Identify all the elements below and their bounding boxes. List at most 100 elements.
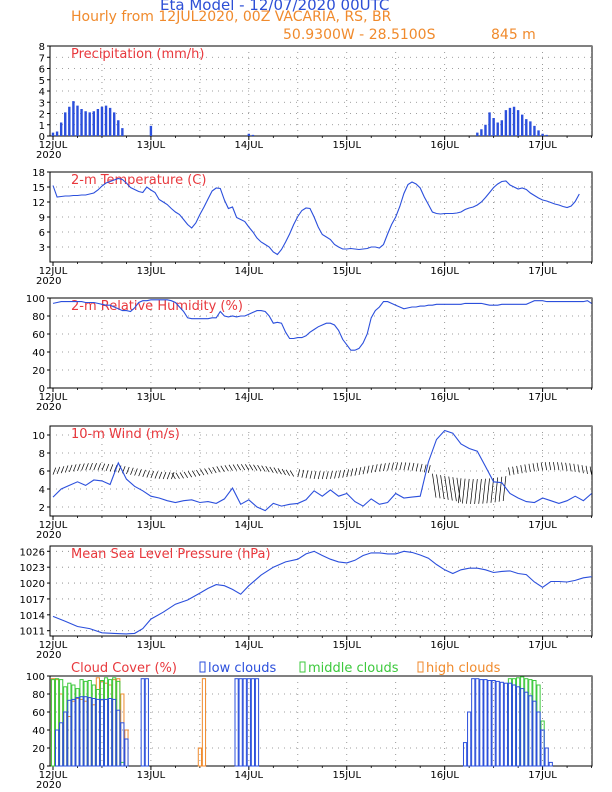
precip-bar [121, 128, 124, 136]
cloud-low-bar [59, 722, 64, 767]
precip-bar [504, 110, 508, 136]
wind-barb [158, 471, 163, 479]
mslp-xtick-label: 12JUL [39, 640, 68, 651]
wind-barb [162, 471, 167, 480]
rh-ytick-label: 0 [39, 384, 45, 395]
wind-barb [85, 463, 89, 471]
legend-swatch [199, 661, 206, 673]
wind-xtick-label: 17JUL [528, 520, 557, 531]
precip-ytick-label: 0 [39, 132, 45, 143]
wind-barb [569, 463, 572, 472]
precip-bar [76, 105, 79, 136]
wind-barb [150, 470, 155, 479]
wind-barb [470, 479, 474, 504]
rh-xtick-label: 13JUL [137, 392, 166, 403]
wind-barb [105, 463, 110, 472]
wind-barbs [52, 462, 592, 504]
wind-barb [498, 476, 503, 502]
precip-bar [88, 112, 91, 136]
wind-barb [269, 466, 274, 473]
cloud-low-bar [63, 711, 68, 767]
wind-barb [462, 478, 466, 504]
wind-barb [228, 464, 233, 471]
wind-barb [350, 468, 354, 477]
cloud-low-bar [71, 698, 76, 767]
wind-barb [330, 471, 333, 479]
wind-barb [220, 465, 225, 472]
wind-barb [245, 464, 250, 471]
precip-ytick-label: 5 [39, 76, 45, 87]
cloud-low-bar [234, 678, 239, 767]
cloud-low-bar [532, 700, 537, 767]
wind-barb [524, 464, 527, 473]
wind-barb [208, 467, 213, 474]
cloud-low-bar [503, 682, 508, 767]
wind-ytick-label: 6 [39, 467, 45, 478]
station-coordinates: 50.9300W - 28.5100S [283, 27, 436, 43]
legend-label: low clouds [208, 661, 277, 676]
wind-barb [281, 468, 286, 476]
mslp-xtick-label: 13JUL [137, 640, 166, 651]
precip-ytick-label: 2 [39, 110, 45, 121]
wind-barb [478, 478, 482, 504]
wind-barb [444, 475, 449, 500]
wind-barb [109, 464, 114, 472]
cloud-low-bar [75, 697, 80, 767]
precip-xtick-label: 16JUL [430, 140, 459, 151]
wind-barb [146, 470, 150, 478]
cloud-title: Cloud Cover (%) [71, 661, 177, 676]
cloud-low-bar [124, 738, 129, 767]
cloud-low-bar [544, 747, 549, 767]
wind-barb [474, 479, 478, 504]
cloud-low-bar [242, 678, 247, 767]
wind-barb [486, 478, 490, 504]
cloud-low-bar [475, 678, 480, 767]
wind-barb [301, 469, 305, 478]
wind-barb [265, 466, 270, 473]
wind-barb [423, 464, 427, 473]
cloud-low-bar [528, 695, 533, 767]
precip-bar [545, 134, 548, 136]
rh-ytick-label: 100 [26, 294, 45, 305]
cloud-low-bar [91, 698, 96, 767]
precip-bar [500, 120, 503, 136]
rh-ytick-label: 60 [32, 330, 45, 341]
wind-series-line [52, 429, 592, 512]
wind-barb [126, 466, 130, 475]
precip-bar [480, 129, 483, 136]
cloud-ytick-label: 60 [32, 708, 45, 719]
cloud-low-bar [120, 722, 125, 767]
temp-ytick-label: 18 [32, 168, 45, 179]
wind-barb [436, 474, 441, 499]
cloud-low-bar [536, 711, 541, 767]
wind-barb [362, 466, 366, 475]
cloud-low-bar [79, 696, 84, 767]
wind-barb [249, 464, 254, 471]
wind-barb [232, 464, 237, 471]
cloud-low-bar [87, 697, 92, 767]
cloud-low-bar [108, 698, 113, 767]
mslp-ytick-label: 1017 [20, 595, 45, 606]
wind-barb [407, 462, 411, 471]
wind-barb [494, 477, 499, 503]
mslp-xtick-label: 17JUL [528, 640, 557, 651]
precip-ytick-label: 1 [39, 121, 45, 132]
wind-year-label: 2020 [36, 530, 61, 541]
wind-barb [317, 471, 321, 480]
cloud-xtick-label: 12JUL [39, 770, 68, 781]
wind-barb [553, 462, 556, 471]
wind-barb [585, 465, 588, 474]
legend-label: middle clouds [308, 661, 399, 676]
wind-barb [204, 468, 209, 475]
temp-ytick-label: 12 [32, 198, 45, 209]
cloud-low-bar [520, 688, 525, 767]
wind-barb [391, 462, 394, 471]
wind-barb [216, 466, 221, 473]
wind-barb [573, 463, 576, 472]
cloud-low-bar [103, 698, 109, 767]
wind-ytick-label: 2 [39, 503, 45, 514]
precip-bar [84, 111, 87, 136]
precip-bar [55, 131, 59, 136]
